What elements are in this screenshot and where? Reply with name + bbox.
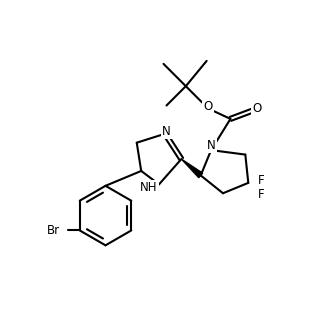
Text: F: F [258, 174, 264, 187]
Text: N: N [207, 139, 215, 152]
Text: N: N [162, 125, 171, 138]
Text: F: F [258, 188, 264, 201]
Polygon shape [182, 159, 203, 178]
Text: O: O [204, 101, 213, 114]
Text: O: O [252, 102, 262, 115]
Text: Br: Br [47, 224, 60, 237]
Text: NH: NH [140, 181, 157, 194]
